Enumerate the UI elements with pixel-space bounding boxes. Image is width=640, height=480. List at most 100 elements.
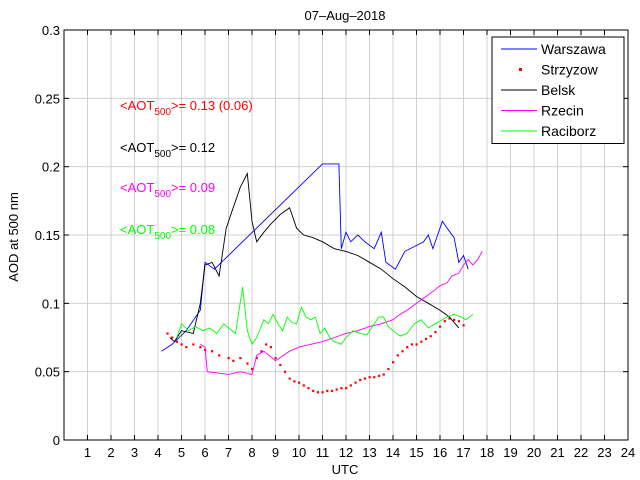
y-tick-label: 0.05 — [35, 365, 60, 380]
data-point-strzyzow — [185, 346, 188, 349]
data-point-strzyzow — [302, 384, 305, 387]
legend-label-strzyzow: Strzyzow — [541, 62, 599, 78]
data-point-strzyzow — [453, 318, 456, 321]
data-point-strzyzow — [199, 346, 202, 349]
data-point-strzyzow — [246, 362, 249, 365]
x-tick-label: 6 — [201, 445, 208, 460]
axes: 1 2 3 4 5 6 7 8 9 10 11 12 13 14 15 16 17 18 19 20 21 22 23 240… — [35, 23, 636, 460]
data-point-strzyzow — [307, 387, 310, 390]
data-point-strzyzow — [382, 373, 385, 376]
y-tick-label: 0.25 — [35, 91, 60, 106]
data-point-strzyzow — [349, 384, 352, 387]
y-tick-label: 0 — [53, 433, 60, 448]
x-tick-label: 16 — [433, 445, 447, 460]
x-axis-label: UTC — [332, 462, 359, 477]
legend-label-raciborz: Raciborz — [541, 123, 596, 139]
x-tick-label: 2 — [107, 445, 114, 460]
x-tick-label: 7 — [225, 445, 232, 460]
x-tick-label: 1 — [84, 445, 91, 460]
data-point-strzyzow — [175, 340, 178, 343]
data-point-strzyzow — [396, 354, 399, 357]
data-point-strzyzow — [330, 389, 334, 392]
data-point-strzyzow — [377, 374, 381, 377]
data-point-strzyzow — [180, 343, 183, 346]
data-point-strzyzow — [269, 346, 272, 349]
data-point-strzyzow — [434, 331, 437, 334]
data-point-strzyzow — [424, 337, 428, 341]
y-tick-label: 0.2 — [42, 160, 60, 175]
x-tick-label: 13 — [362, 445, 376, 460]
y-tick-label: 0.15 — [35, 228, 60, 243]
data-point-strzyzow — [326, 389, 329, 392]
y-tick-label: 0.1 — [42, 296, 60, 311]
aot-annotation: <AOT500>= 0.08 — [120, 222, 215, 242]
x-tick-label: 11 — [316, 445, 330, 460]
data-point-strzyzow — [340, 387, 343, 390]
x-tick-label: 14 — [386, 445, 400, 460]
data-point-strzyzow — [373, 376, 376, 379]
data-point-strzyzow — [279, 363, 282, 367]
x-tick-label: 17 — [456, 445, 470, 460]
data-point-strzyzow — [415, 343, 418, 346]
data-point-strzyzow — [288, 377, 291, 380]
data-point-strzyzow — [439, 325, 442, 328]
data-point-strzyzow — [227, 357, 230, 360]
data-point-strzyzow — [251, 367, 254, 371]
data-point-strzyzow — [345, 387, 348, 390]
data-point-strzyzow — [401, 350, 404, 353]
data-point-strzyzow — [406, 346, 409, 349]
x-tick-label: 21 — [550, 445, 564, 460]
legend-label-warszawa: Warszawa — [541, 41, 606, 57]
x-tick-label: 24 — [621, 445, 635, 460]
series-line-rzecin — [200, 251, 483, 375]
x-tick-label: 10 — [292, 445, 306, 460]
legend-marker-strzyzow — [519, 68, 522, 71]
data-point-strzyzow — [312, 389, 315, 392]
data-point-strzyzow — [387, 367, 390, 371]
data-point-strzyzow — [335, 388, 338, 391]
aot-annotation: <AOT500>= 0.09 — [120, 180, 215, 200]
data-point-strzyzow — [255, 357, 258, 360]
data-point-strzyzow — [368, 376, 371, 379]
data-point-strzyzow — [283, 370, 287, 373]
chart-title: 07–Aug–2018 — [305, 8, 386, 23]
x-tick-label: 4 — [154, 445, 161, 460]
y-axis-label: AOD at 500 nm — [6, 192, 21, 282]
x-tick-label: 23 — [597, 445, 611, 460]
aot-annotation: <AOT500>= 0.13 (0.06) — [120, 98, 253, 118]
x-tick-label: 22 — [574, 445, 588, 460]
x-tick-label: 15 — [409, 445, 423, 460]
x-tick-label: 8 — [248, 445, 255, 460]
legend-label-rzecin: Rzecin — [541, 103, 584, 119]
data-point-strzyzow — [420, 340, 423, 343]
legend-box — [491, 36, 625, 144]
data-point-strzyzow — [359, 378, 362, 382]
data-point-strzyzow — [429, 335, 432, 338]
data-point-strzyzow — [457, 320, 460, 323]
data-point-strzyzow — [298, 381, 301, 384]
x-tick-label: 5 — [178, 445, 185, 460]
data-point-strzyzow — [321, 391, 324, 394]
data-point-strzyzow — [354, 381, 357, 384]
data-point-strzyzow — [192, 343, 195, 346]
data-point-strzyzow — [171, 336, 174, 339]
x-tick-label: 3 — [131, 445, 138, 460]
legend: Warszawa Strzyzow Belsk Rzecin Raciborz — [491, 36, 625, 144]
data-point-strzyzow — [218, 354, 221, 357]
data-point-strzyzow — [392, 361, 395, 364]
series-line-raciborz — [176, 286, 474, 346]
data-point-strzyzow — [232, 359, 235, 362]
y-tick-label: 0.3 — [42, 23, 60, 38]
series-strzyzow — [166, 317, 465, 394]
data-point-strzyzow — [211, 350, 214, 353]
data-point-strzyzow — [316, 391, 319, 394]
data-point-strzyzow — [239, 357, 242, 360]
aot-annotation: <AOT500>= 0.12 — [120, 140, 215, 160]
x-tick-label: 12 — [339, 445, 353, 460]
data-point-strzyzow — [265, 343, 268, 346]
data-point-strzyzow — [293, 380, 296, 383]
x-tick-label: 19 — [503, 445, 517, 460]
x-tick-label: 9 — [272, 445, 279, 460]
data-point-strzyzow — [410, 343, 413, 346]
